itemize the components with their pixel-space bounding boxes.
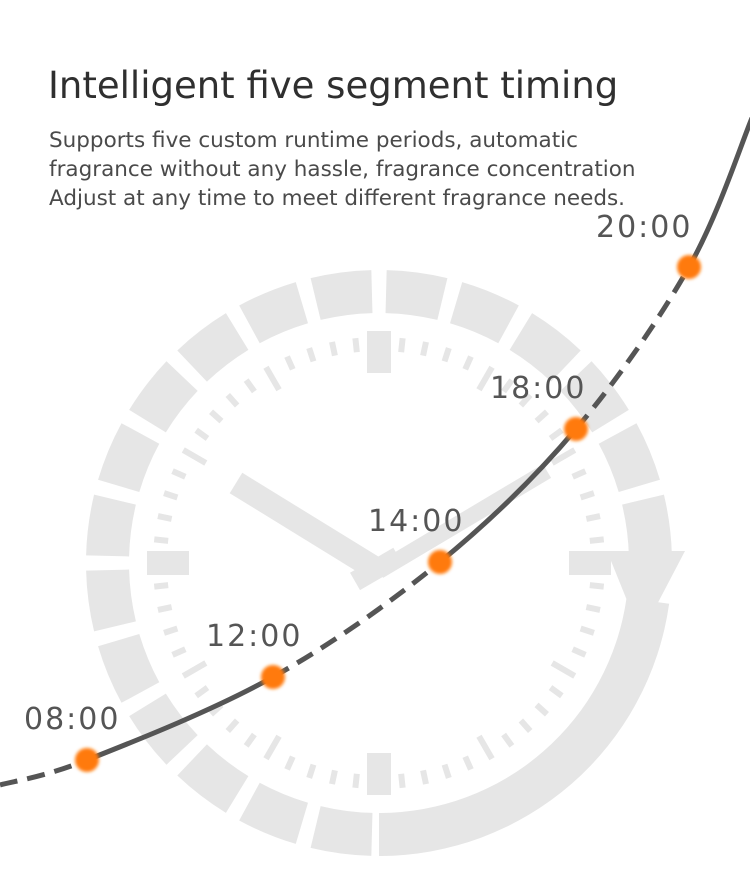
clock-tick [398, 337, 406, 353]
clock-ring-segment [177, 744, 249, 813]
time-label-0800: 08:00 [24, 702, 120, 737]
clock-tick [171, 468, 187, 480]
clock-tick [153, 536, 169, 544]
clock-ring-segment [560, 361, 629, 433]
clock-ring-segment [86, 494, 136, 557]
clock-icon [86, 270, 685, 856]
clock-ring-segment [450, 282, 519, 344]
clock-ring-segment [86, 569, 136, 632]
time-label-1400: 14:00 [368, 504, 464, 539]
clock-tick [181, 447, 208, 466]
clock-tick [225, 718, 240, 733]
clock-tick [153, 582, 169, 590]
clock-tick [420, 769, 429, 785]
clock-hour-hand [229, 472, 386, 582]
clock-tick [550, 660, 577, 679]
curve-solid-segment [438, 427, 578, 564]
clock-tick [263, 734, 282, 761]
clock-tick [163, 625, 179, 636]
time-point-dot [428, 550, 452, 574]
curve-dashed-segment [271, 560, 442, 680]
curve-dashed-segment [0, 757, 88, 788]
time-label-1800: 18:00 [490, 371, 586, 406]
clock-tick [585, 513, 601, 522]
clock-tick [501, 378, 515, 394]
time-point-dot [75, 748, 99, 772]
clock-tick [550, 447, 577, 466]
time-point-dot [677, 255, 701, 279]
clock-tick [329, 341, 338, 357]
curve-solid-segment [86, 674, 275, 763]
clock-tick [518, 393, 533, 408]
clock-ring-segment [239, 782, 308, 844]
clock-tick [284, 755, 296, 771]
clock-tick [441, 347, 452, 363]
time-label-1200: 12:00 [206, 619, 302, 654]
clock-tick [420, 341, 429, 357]
description: Supports five custom runtime periods, au… [49, 128, 636, 211]
clock-tick [585, 604, 601, 613]
clock-tick [589, 582, 605, 590]
clock-ring-segment [385, 270, 448, 320]
curve-solid-segment [686, 117, 750, 269]
clock-ring-segment [239, 282, 308, 344]
clock-ring-segment [598, 423, 660, 492]
clock-tick [579, 625, 595, 636]
clock-tick [501, 732, 515, 748]
clock-center [350, 547, 404, 591]
timeline-curve [0, 117, 750, 788]
arrow-head [607, 551, 685, 635]
clock-tick [462, 755, 474, 771]
clock-tick [194, 427, 210, 441]
clock-tick [476, 365, 495, 392]
time-point-dot [261, 665, 285, 689]
clock-tick [209, 409, 224, 424]
clock-tick [157, 604, 173, 613]
clock-ring-segment [98, 634, 160, 703]
clock-tick [352, 337, 360, 353]
clock-ring-segment [509, 313, 581, 382]
clock-ring-segment [310, 806, 373, 856]
clock-tick [476, 734, 495, 761]
clock-tick [589, 536, 605, 544]
time-point-dot [564, 417, 588, 441]
clock-tick [329, 769, 338, 785]
clock-ring-segment [622, 494, 672, 557]
clock-ring-segment [129, 361, 198, 433]
page-title: Intelligent five segment timing [48, 64, 619, 107]
clock-tick [225, 393, 240, 408]
clock-tick [171, 646, 187, 658]
clock-tick [579, 490, 595, 501]
clock-tick [534, 702, 549, 717]
clock-tick [306, 347, 317, 363]
time-label-2000: 20:00 [596, 210, 692, 245]
clock-tick [243, 378, 257, 394]
clock-ring-segment [310, 270, 373, 320]
clock-tick [284, 355, 296, 371]
clock-tick [352, 773, 360, 789]
clock-tick [462, 355, 474, 371]
clock-tick [163, 490, 179, 501]
clock-tick [263, 365, 282, 392]
clock-tick [571, 468, 587, 480]
clock-tick [243, 732, 257, 748]
clock-tick [181, 660, 208, 679]
clock-tick [548, 685, 564, 699]
clock-tick [398, 773, 406, 789]
clock-ring-segment [98, 423, 160, 492]
clock-tick [571, 646, 587, 658]
clock-tick [534, 409, 549, 424]
clock-tick [441, 763, 452, 779]
clock-tick [157, 513, 173, 522]
clock-ring-segment [177, 313, 249, 382]
curve-dashed-segment [574, 265, 692, 431]
clock-tick [306, 763, 317, 779]
clock-tick [194, 685, 210, 699]
clock-tick [548, 427, 564, 441]
clock-tick [518, 718, 533, 733]
